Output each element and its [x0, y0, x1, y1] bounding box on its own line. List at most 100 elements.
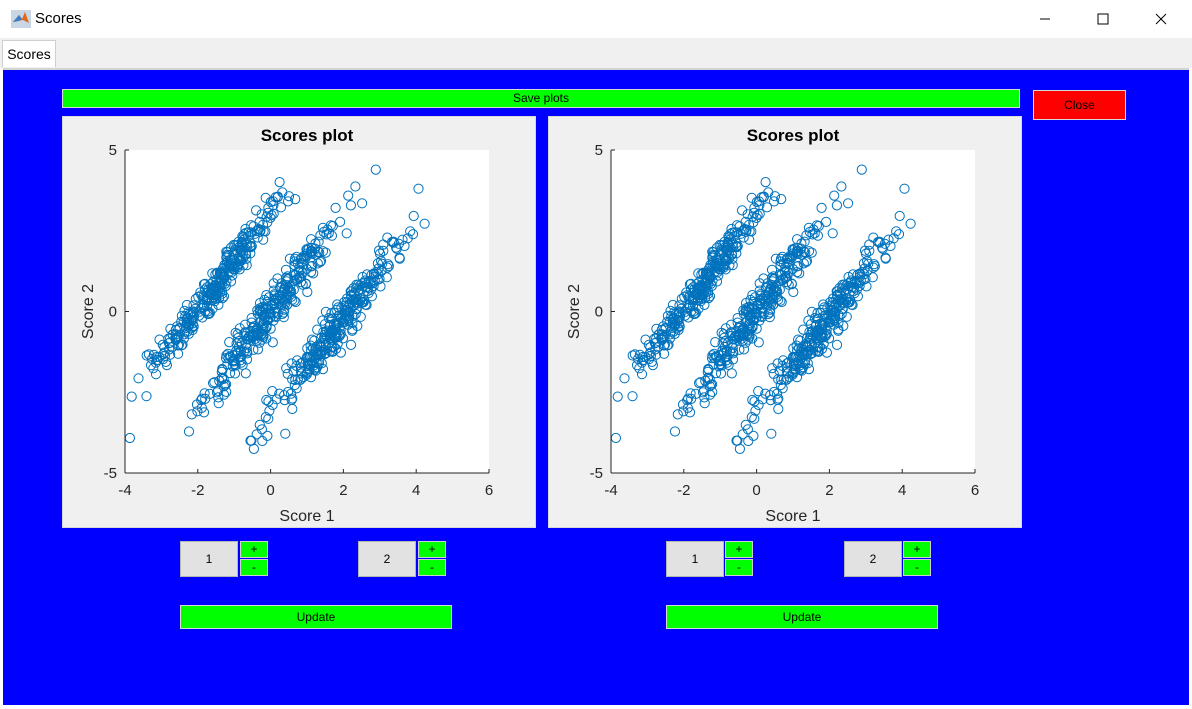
- scatter-point: [240, 223, 251, 235]
- scatter-point: [265, 212, 276, 224]
- scatter-point: [252, 323, 263, 334]
- scatter-point: [381, 272, 392, 283]
- y-component-plus-button[interactable]: +: [418, 541, 446, 558]
- scatter-point: [408, 210, 419, 222]
- scatter-point: [197, 393, 208, 404]
- scatter-point: [747, 290, 758, 301]
- scatter-point: [868, 262, 879, 273]
- scatter-point: [362, 269, 373, 280]
- scatter-point: [754, 200, 765, 211]
- scatter-point: [341, 304, 352, 315]
- scatter-point: [905, 218, 916, 229]
- x-component-field[interactable]: 1: [180, 541, 238, 577]
- scatter-point: [831, 339, 843, 350]
- y-component-field[interactable]: 2: [358, 541, 416, 577]
- scatter-point: [248, 344, 259, 355]
- scatter-point: [233, 253, 244, 264]
- scatter-point: [703, 363, 714, 375]
- x-component-plus-button[interactable]: +: [240, 541, 268, 558]
- y-component-plus-button[interactable]: +: [903, 541, 931, 558]
- window-title: Scores: [35, 10, 82, 27]
- scatter-point: [662, 340, 673, 351]
- scatter-point: [382, 232, 393, 243]
- scatter-point: [769, 282, 780, 293]
- save-plots-button[interactable]: Save plots: [62, 89, 1020, 108]
- scatter-point: [170, 324, 181, 335]
- update-button-right[interactable]: Update: [666, 605, 938, 629]
- scatter-point: [294, 262, 305, 273]
- x-component-field[interactable]: 1: [666, 541, 724, 577]
- scatter-point: [775, 270, 787, 281]
- scatter-point: [152, 354, 163, 365]
- scatter-point: [715, 368, 727, 379]
- tab-scores[interactable]: Scores: [2, 40, 56, 67]
- scatter-point: [320, 247, 331, 258]
- scatter-point: [150, 357, 161, 368]
- scatter-point: [241, 354, 253, 365]
- scatter-point: [843, 198, 854, 209]
- scatter-point: [737, 225, 748, 237]
- scatter-point: [743, 435, 754, 447]
- scatter-chart: Scores plot -4 -2 0 2 4 6 -5 0 5 Score 1 Score 2: [80, 126, 493, 525]
- scatter-point: [218, 389, 230, 400]
- x-component-minus-button[interactable]: -: [725, 559, 753, 576]
- update-button-left[interactable]: Update: [180, 605, 452, 629]
- scatter-point: [880, 253, 891, 264]
- scatter-point: [255, 306, 266, 317]
- scatter-point: [307, 246, 318, 257]
- scatter-point: [374, 248, 386, 259]
- scatter-point: [801, 230, 812, 241]
- scatter-point: [290, 296, 301, 308]
- y-component-minus-button[interactable]: -: [903, 559, 931, 576]
- scatter-point: [183, 426, 195, 437]
- y-component-minus-button[interactable]: -: [418, 559, 446, 576]
- maximize-button[interactable]: [1074, 0, 1132, 38]
- scatter-point: [355, 294, 366, 305]
- y-component-field[interactable]: 2: [844, 541, 902, 577]
- scatter-point: [211, 387, 223, 398]
- scatter-point: [240, 368, 251, 379]
- scatter-point: [199, 278, 211, 289]
- scatter-point: [695, 377, 706, 388]
- x-component-plus-button[interactable]: +: [725, 541, 753, 558]
- scatter-point: [773, 403, 784, 415]
- close-window-button[interactable]: [1132, 0, 1190, 38]
- scatter-point: [801, 255, 813, 267]
- scatter-point: [651, 349, 662, 360]
- scatter-point: [419, 218, 430, 229]
- scatter-point: [206, 295, 218, 306]
- scatter-point: [841, 280, 852, 291]
- scatter-point: [126, 391, 137, 402]
- scatter-point: [191, 399, 203, 410]
- scatter-point: [844, 297, 855, 308]
- scatter-point: [266, 300, 277, 311]
- scatter-point: [207, 288, 218, 299]
- scatter-point: [637, 355, 649, 366]
- scatter-point: [667, 299, 679, 311]
- scatter-point: [282, 368, 293, 379]
- scatter-point: [795, 364, 806, 375]
- scatter-point: [788, 343, 799, 354]
- scatter-point: [177, 339, 188, 350]
- scatter-point: [789, 243, 800, 254]
- scatter-point: [766, 428, 777, 439]
- x-tick-label: 4: [898, 482, 906, 499]
- scatter-point: [286, 388, 297, 399]
- scatter-point: [194, 306, 205, 317]
- scatter-point: [257, 435, 268, 447]
- y-tick-label: 0: [595, 304, 603, 321]
- minimize-button[interactable]: [1016, 0, 1074, 38]
- maximize-icon: [1097, 13, 1109, 25]
- scatter-point: [281, 276, 292, 287]
- scatter-point: [806, 247, 817, 258]
- scatter-point: [723, 231, 734, 242]
- x-component-minus-button[interactable]: -: [240, 559, 268, 576]
- scatter-point: [264, 312, 275, 324]
- scatter-point: [819, 317, 830, 328]
- scatter-point: [765, 296, 776, 307]
- scatter-point: [818, 299, 829, 310]
- close-button[interactable]: Close: [1033, 90, 1126, 120]
- scatter-point: [791, 248, 802, 259]
- scatter-point: [250, 333, 261, 344]
- scatter-point: [746, 192, 757, 203]
